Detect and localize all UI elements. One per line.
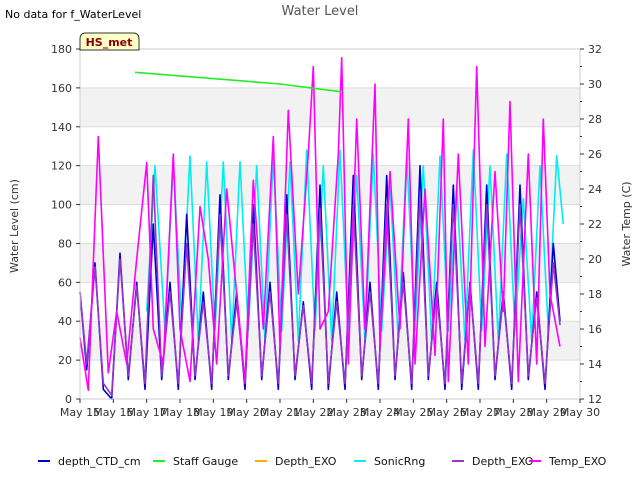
x-tick-label: May 23: [327, 406, 367, 419]
legend-label: Temp_EXO: [548, 455, 607, 468]
right-tick-label: 20: [588, 253, 602, 266]
legend-label: Depth_EXO: [472, 455, 534, 468]
left-tick-label: 40: [58, 315, 72, 328]
left-tick-label: 180: [51, 43, 72, 56]
left-tick-label: 0: [65, 393, 72, 406]
left-tick-label: 100: [51, 199, 72, 212]
left-tick-label: 140: [51, 121, 72, 134]
right-tick-label: 16: [588, 323, 602, 336]
station-badge-shape: [79, 32, 140, 51]
legend-label: Staff Gauge: [173, 455, 238, 468]
background-bands: [80, 87, 580, 361]
right-tick-label: 28: [588, 113, 602, 126]
x-tick-label: May 26: [427, 406, 467, 419]
background-band: [80, 321, 580, 361]
legend-label: depth_CTD_cm: [58, 455, 141, 468]
y-axis-label-left: Water Level (cm): [8, 179, 21, 273]
right-tick-label: 18: [588, 288, 602, 301]
x-tick-label: May 17: [127, 406, 167, 419]
x-tick-label: May 18: [160, 406, 200, 419]
x-tick-label: May 29: [527, 406, 567, 419]
legend-label: SonicRng: [374, 455, 425, 468]
x-tick-label: May 21: [260, 406, 300, 419]
no-data-note: No data for f_WaterLevel: [5, 8, 141, 21]
left-tick-label: 160: [51, 82, 72, 95]
series-line-temp-exo: [79, 56, 561, 392]
right-tick-label: 26: [588, 148, 602, 161]
series-line-depth-exo: [79, 174, 561, 396]
station-badge: HS_met: [79, 32, 140, 51]
x-tick-label: May 27: [460, 406, 500, 419]
x-tick-label: May 25: [393, 406, 433, 419]
right-tick-label: 12: [588, 393, 602, 406]
right-tick-label: 30: [588, 78, 602, 91]
x-tick-label: May 30: [560, 406, 600, 419]
left-tick-label: 120: [51, 160, 72, 173]
left-tick-label: 20: [58, 354, 72, 367]
x-tick-label: May 22: [293, 406, 333, 419]
x-tick-label: May 28: [493, 406, 533, 419]
right-tick-label: 22: [588, 218, 602, 231]
x-tick-label: May 15: [60, 406, 100, 419]
x-tick-label: May 19: [193, 406, 233, 419]
station-badge-text: HS_met: [86, 36, 133, 49]
legend: depth_CTD_cm Staff Gauge Depth_EXO SonicRng…: [38, 455, 607, 468]
legend-label: Depth_EXO: [275, 455, 337, 468]
right-tick-label: 14: [588, 358, 602, 371]
background-band: [80, 87, 580, 127]
left-tick-label: 80: [58, 237, 72, 250]
x-tick-label: May 20: [227, 406, 267, 419]
chart-title: Water Level: [282, 4, 359, 19]
y-axis-label-right: Water Temp (C): [620, 181, 633, 266]
left-axis-ticks: 0 20 40 60 80 100 120 140 160 180: [51, 43, 80, 406]
right-axis-ticks: 12 14 16 18 20 22 24 26 28 30 32: [580, 43, 602, 406]
left-tick-label: 60: [58, 276, 72, 289]
x-tick-label: May 24: [360, 406, 400, 419]
right-tick-label: 24: [588, 183, 602, 196]
series-line-staff-gauge: [134, 71, 342, 93]
right-tick-label: 32: [588, 43, 602, 56]
x-tick-label: May 16: [93, 406, 133, 419]
series-layer: [79, 56, 565, 400]
